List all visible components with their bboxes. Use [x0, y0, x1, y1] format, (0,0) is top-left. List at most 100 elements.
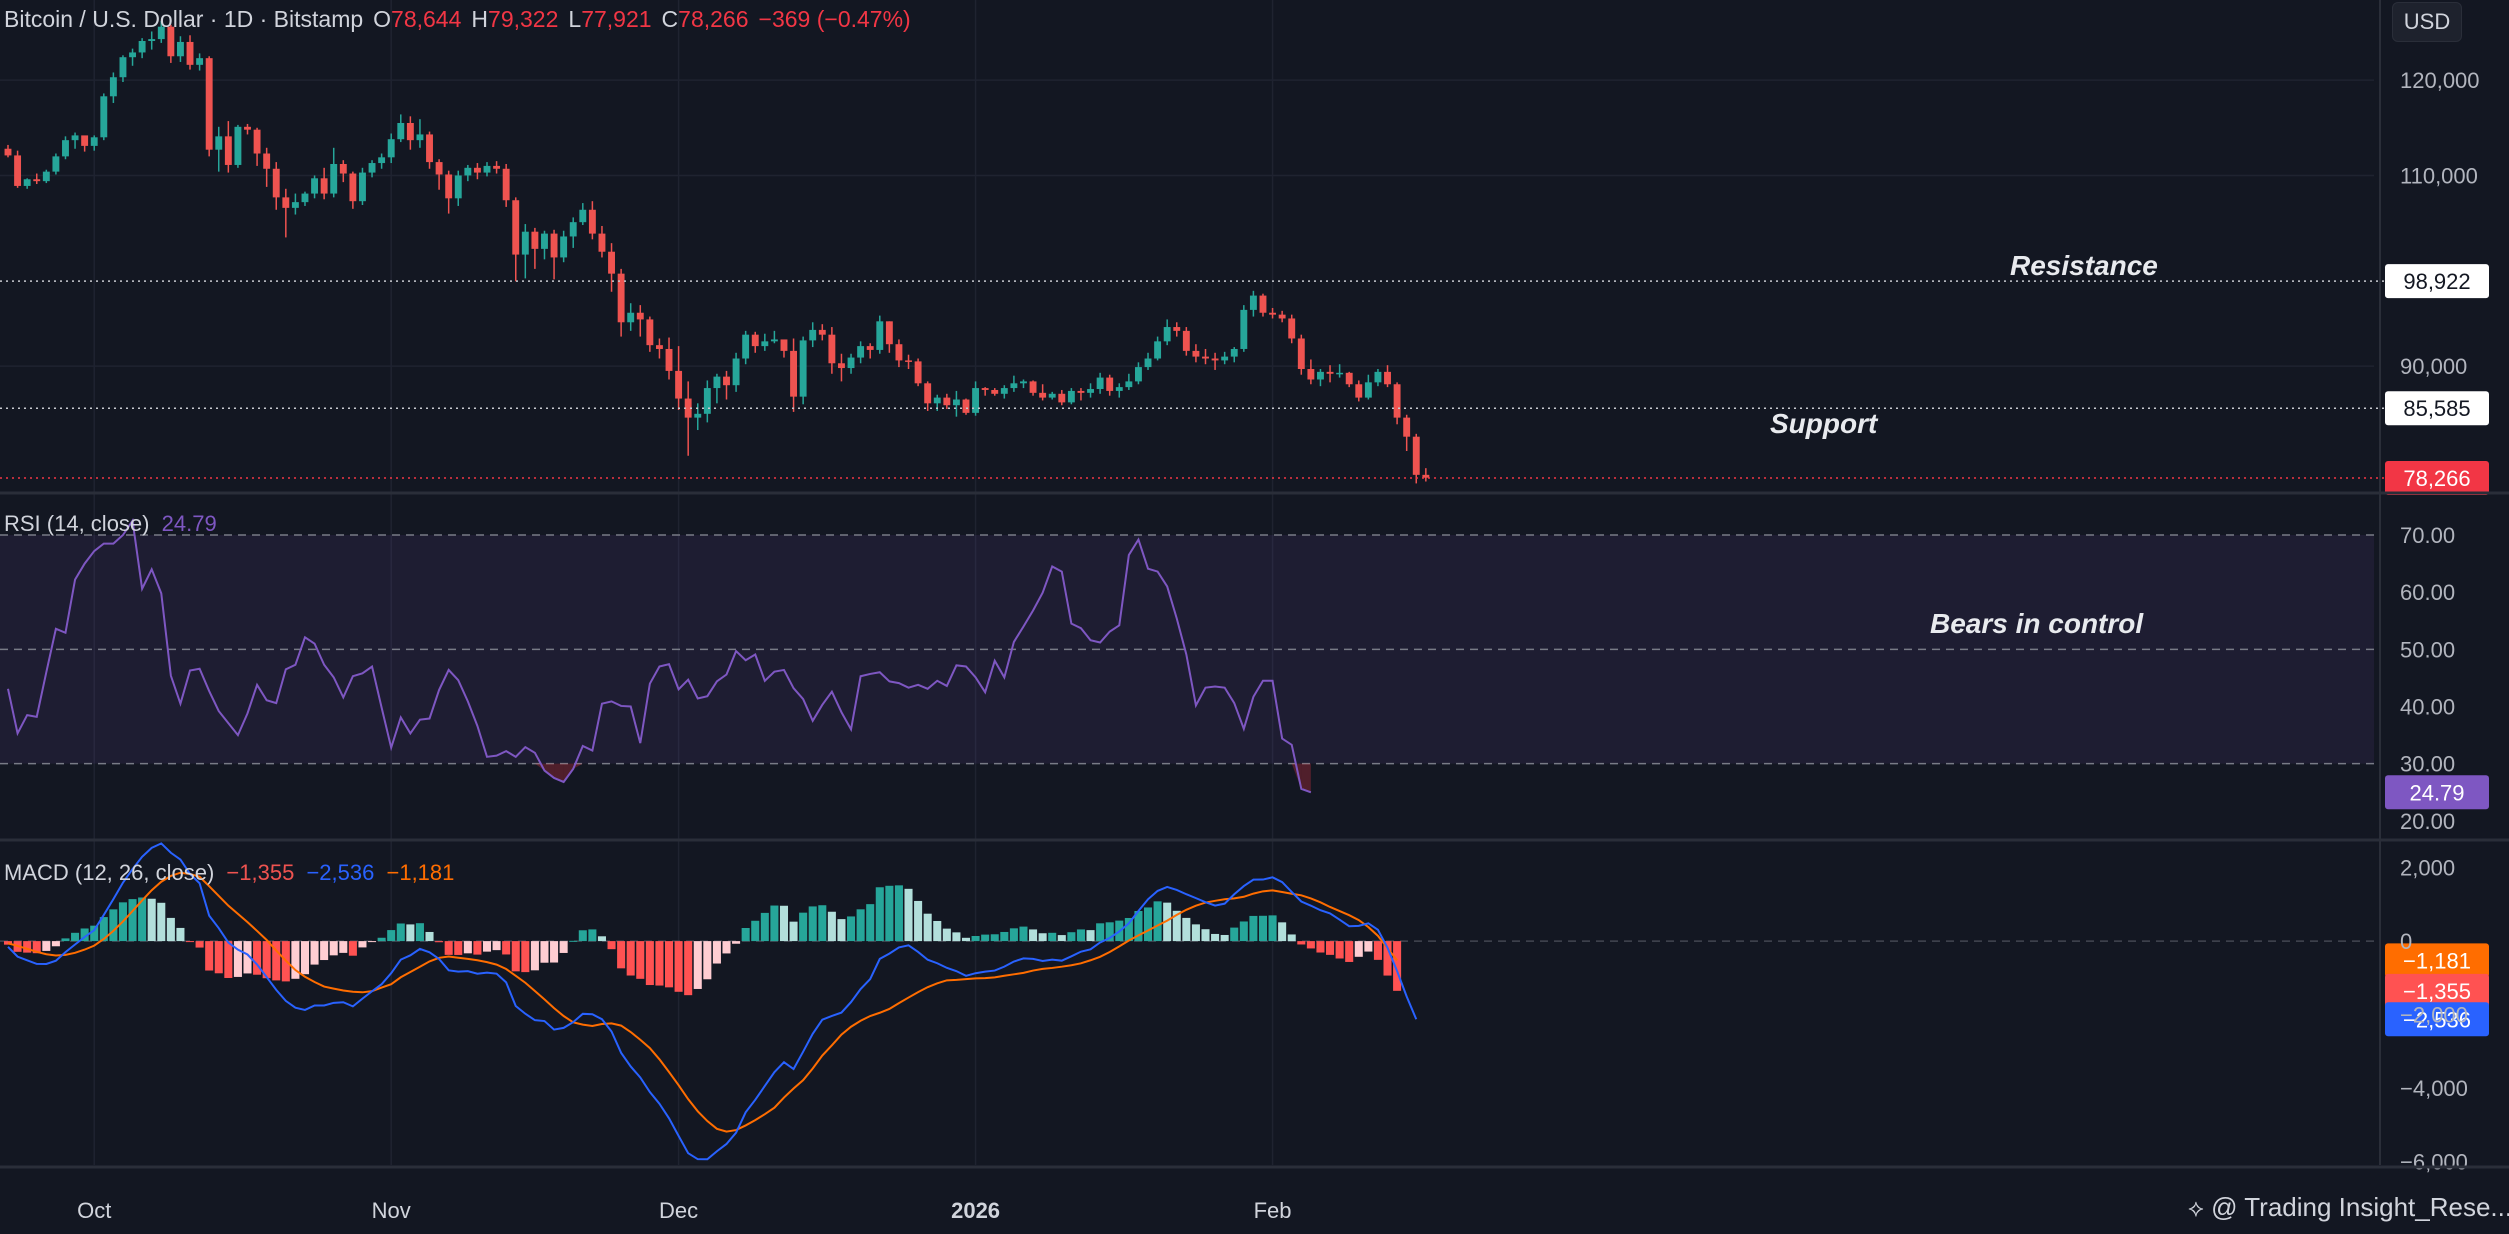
candle-body	[253, 129, 261, 154]
price-tick-label: 90,000	[2400, 354, 2467, 379]
currency-button[interactable]: USD	[2392, 2, 2462, 42]
macd-histogram-bar	[1048, 932, 1057, 942]
macd-histogram-bar	[1105, 922, 1114, 942]
candle-body	[1230, 348, 1238, 357]
candle-body	[406, 123, 414, 141]
price-levels: 98,922 85,585 78,266	[0, 264, 2489, 496]
macd-histogram-bar	[243, 941, 252, 974]
macd-histogram-bar	[1182, 917, 1191, 942]
price-candles	[4, 20, 1430, 484]
macd-histogram-bar	[1249, 915, 1258, 942]
rsi-oversold-fill	[554, 763, 564, 782]
candle-body	[1202, 356, 1209, 359]
macd-histogram-bar	[310, 941, 319, 965]
candle-body	[291, 202, 299, 208]
x-tick-label: 2026	[951, 1198, 1000, 1223]
macd-histogram-bar	[1000, 931, 1009, 942]
macd-histogram-bar	[530, 941, 539, 971]
candle-body	[138, 41, 146, 53]
macd-histogram-bar	[981, 934, 990, 942]
candle-body	[1163, 327, 1171, 342]
candle-body	[905, 360, 912, 362]
macd-histogram-bar	[760, 912, 769, 942]
macd-histogram-bar	[387, 930, 396, 942]
x-tick-label: Feb	[1254, 1198, 1292, 1223]
macd-histogram-bar	[1211, 933, 1220, 942]
macd-histogram-bar	[1134, 911, 1143, 942]
rsi-legend[interactable]: RSI (14, close) 24.79	[4, 511, 217, 537]
macd-histogram-bar	[1306, 941, 1315, 949]
macd-histogram-bar	[80, 928, 89, 942]
candle-body	[234, 126, 242, 165]
candle-body	[387, 139, 395, 158]
macd-histogram-bar	[482, 941, 492, 952]
candle-body	[972, 388, 980, 413]
macd-histogram-bar	[674, 941, 683, 992]
candle-body	[1048, 393, 1056, 398]
macd-axis-label	[2385, 1002, 2489, 1037]
candle-body	[684, 398, 692, 418]
watermark-text: Trading Insight_Rese...	[2244, 1192, 2509, 1222]
macd-histogram-bar	[1201, 929, 1210, 942]
candle-body	[1240, 309, 1248, 349]
candle-body	[847, 357, 855, 369]
rsi-oversold-fill	[1301, 763, 1311, 793]
macd-legend-hist: −1,355	[226, 860, 295, 885]
candle-body	[1058, 393, 1066, 403]
candle-body	[1221, 356, 1229, 361]
candle-body	[186, 41, 194, 65]
candle-body	[598, 233, 606, 252]
candle-body	[109, 77, 117, 97]
macd-histogram-bar	[751, 920, 760, 942]
candle-body	[1020, 381, 1027, 384]
macd-histogram-bar	[818, 905, 827, 942]
candle-body	[952, 399, 960, 406]
candle-body	[636, 312, 644, 320]
macd-histogram-bar	[655, 941, 664, 986]
candle-body	[838, 363, 845, 369]
candle-body	[90, 137, 98, 146]
candle-body	[1278, 314, 1286, 319]
candle-body	[1211, 358, 1219, 361]
rsi-plot: 24.79	[7, 517, 2489, 810]
macd-histogram-bar	[329, 941, 338, 956]
candle-body	[464, 167, 472, 176]
macd-histogram-bar	[569, 940, 578, 942]
candle-body	[1039, 392, 1047, 398]
macd-histogram-bar	[435, 941, 444, 943]
close-value: 78,266	[678, 6, 749, 32]
macd-histogram-bar	[147, 898, 156, 942]
macd-histogram-bar	[645, 941, 654, 986]
candle-body	[885, 321, 893, 345]
candle-body	[895, 344, 903, 361]
candle-body	[550, 233, 558, 258]
macd-histogram-bar	[607, 941, 616, 950]
macd-histogram-bar	[1354, 941, 1363, 957]
macd-histogram-bar	[808, 906, 817, 942]
macd-legend[interactable]: MACD (12, 26, close) −1,355 −2,536 −1,18…	[4, 860, 454, 886]
macd-histogram-bar	[1364, 941, 1373, 952]
macd-histogram-bar	[693, 941, 702, 989]
candle-body	[1134, 367, 1142, 382]
candle-body	[732, 358, 740, 386]
macd-histogram-bar	[1335, 941, 1344, 959]
candle-body	[665, 348, 673, 371]
macd-histogram-bar	[559, 941, 568, 953]
candle-body	[282, 197, 290, 208]
candle-body	[627, 312, 635, 323]
candle-body	[876, 321, 884, 350]
candle-body	[52, 156, 60, 172]
macd-histogram-bar	[894, 885, 903, 942]
macd-histogram-bar	[272, 941, 281, 981]
rsi-axis-value: 24.79	[2409, 780, 2464, 805]
macd-histogram-bar	[703, 941, 712, 980]
candle-body	[1412, 436, 1420, 475]
price-axis: Oct Nov Dec 2026 Feb 120,000 110,000 90,000 70.0…	[77, 68, 2479, 1223]
watermark: ⟡ @ Trading Insight_Rese...	[2188, 1192, 2509, 1223]
macd-histogram-bar	[923, 913, 932, 942]
candle-body	[1403, 417, 1411, 437]
macd-histogram-bar	[847, 916, 856, 942]
candle-body	[445, 174, 453, 199]
macd-histogram-bar	[942, 928, 951, 942]
